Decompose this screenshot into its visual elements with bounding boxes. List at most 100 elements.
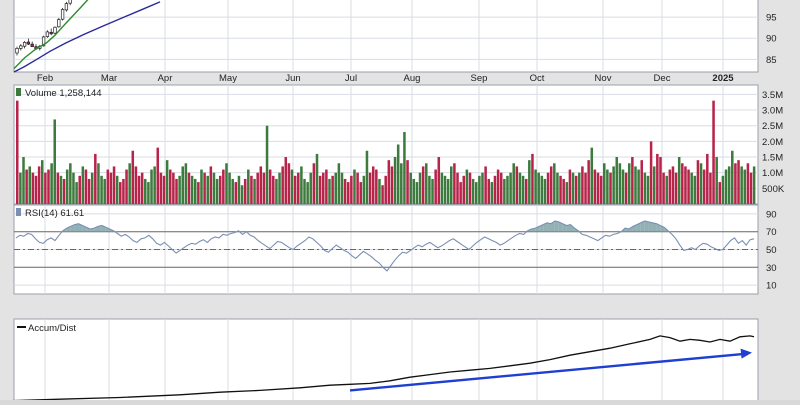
- volume-bar: [543, 178, 547, 204]
- volume-bar: [749, 172, 753, 204]
- candle-body: [22, 42, 27, 47]
- volume-bars: [16, 100, 756, 204]
- volume-bar: [396, 144, 400, 204]
- price-panel-frame: [13, 0, 759, 73]
- volume-bar: [740, 166, 743, 204]
- volume-bar: [727, 166, 731, 204]
- volume-bar: [65, 169, 69, 204]
- volume-bar: [175, 178, 178, 204]
- volume-bar: [631, 157, 634, 204]
- volume-bar: [44, 172, 47, 204]
- volume-bar: [247, 169, 250, 204]
- volume-bar: [746, 163, 750, 204]
- volume-bar: [331, 175, 334, 204]
- rsi-overbought-segment: [652, 222, 657, 232]
- volume-bar: [112, 166, 116, 204]
- volume-bar: [165, 160, 169, 204]
- candle-body: [49, 31, 53, 35]
- volume-bar: [303, 178, 306, 204]
- volume-bar: [643, 172, 647, 204]
- volume-bar: [350, 175, 353, 204]
- volume-bar: [503, 178, 506, 204]
- volume-bar: [537, 172, 540, 204]
- rsi-overbought-segment: [562, 223, 567, 232]
- volume-bar: [446, 178, 450, 204]
- volume-tick-3.0M: 3.0M: [762, 106, 783, 117]
- volume-bar: [306, 182, 309, 204]
- rsi-tick-90: 90: [766, 209, 777, 220]
- volume-bar: [465, 169, 469, 204]
- rsi-overbought-segment: [644, 221, 649, 232]
- volume-bar: [53, 119, 56, 204]
- volume-bar: [459, 182, 462, 204]
- volume-bar: [743, 169, 747, 204]
- volume-bar: [499, 172, 503, 204]
- volume-bar: [218, 175, 222, 204]
- volume-bar: [709, 172, 712, 204]
- volume-bar: [406, 160, 409, 204]
- volume-bar: [365, 150, 369, 204]
- volume-bar: [571, 172, 575, 204]
- accum-dist-panel: Accum/Dist: [0, 318, 759, 405]
- volume-bar: [278, 172, 281, 204]
- volume-bar: [328, 178, 331, 204]
- volume-bar: [128, 163, 131, 204]
- volume-bar: [156, 147, 160, 204]
- volume-bar: [384, 175, 387, 204]
- volume-bar: [693, 175, 697, 204]
- volume-bar: [512, 163, 515, 204]
- volume-bar: [690, 172, 693, 204]
- volume-bar: [122, 178, 125, 204]
- rsi-overbought-segment: [105, 227, 110, 232]
- volume-bar: [62, 178, 66, 204]
- price-panel: 85 90 95: [13, 0, 777, 73]
- volume-bar: [581, 166, 584, 204]
- volume-grid: [14, 85, 758, 204]
- volume-bar: [346, 182, 350, 204]
- volume-bar: [596, 172, 600, 204]
- volume-bar: [87, 178, 91, 204]
- volume-bar: [421, 166, 425, 204]
- rsi-overbought-segment: [636, 222, 641, 232]
- volume-tick-1.5M: 1.5M: [762, 153, 783, 164]
- volume-bar: [281, 166, 284, 204]
- volume-bar: [403, 131, 406, 204]
- volume-legend-swatch: [16, 88, 21, 96]
- volume-bar: [228, 172, 231, 204]
- volume-bar: [696, 160, 700, 204]
- volume-bar: [493, 175, 497, 204]
- volume-bar: [78, 175, 81, 204]
- rsi-tick-50: 50: [766, 245, 777, 256]
- volume-bar: [72, 172, 75, 204]
- volume-bar: [312, 163, 316, 204]
- volume-bar: [293, 175, 297, 204]
- volume-bar: [721, 175, 725, 204]
- rsi-overbought-segment: [566, 224, 571, 232]
- volume-bar: [250, 175, 253, 204]
- candle-body: [41, 36, 46, 47]
- month-label-mar: Mar: [101, 73, 117, 84]
- candle-body: [68, 0, 72, 4]
- volume-bar: [540, 175, 544, 204]
- volume-bar: [297, 172, 300, 204]
- volume-bar: [90, 172, 94, 204]
- volume-bar: [565, 182, 569, 204]
- volume-bar: [712, 100, 715, 204]
- volume-bar: [356, 172, 359, 204]
- volume-bar: [222, 169, 225, 204]
- price-y-ticks: 85 90 95: [766, 13, 777, 66]
- volume-bar: [659, 157, 662, 204]
- volume-bar: [103, 178, 106, 204]
- volume-bar: [22, 157, 25, 204]
- volume-bar: [603, 163, 606, 204]
- ad-panel-frame: [13, 318, 759, 405]
- rsi-overbought-segment: [656, 223, 661, 232]
- volume-bar: [209, 166, 213, 204]
- volume-bar: [200, 169, 203, 204]
- volume-bar: [187, 172, 191, 204]
- volume-bar: [574, 175, 578, 204]
- volume-bar: [677, 157, 681, 204]
- volume-bar: [518, 172, 522, 204]
- volume-bar: [144, 178, 147, 204]
